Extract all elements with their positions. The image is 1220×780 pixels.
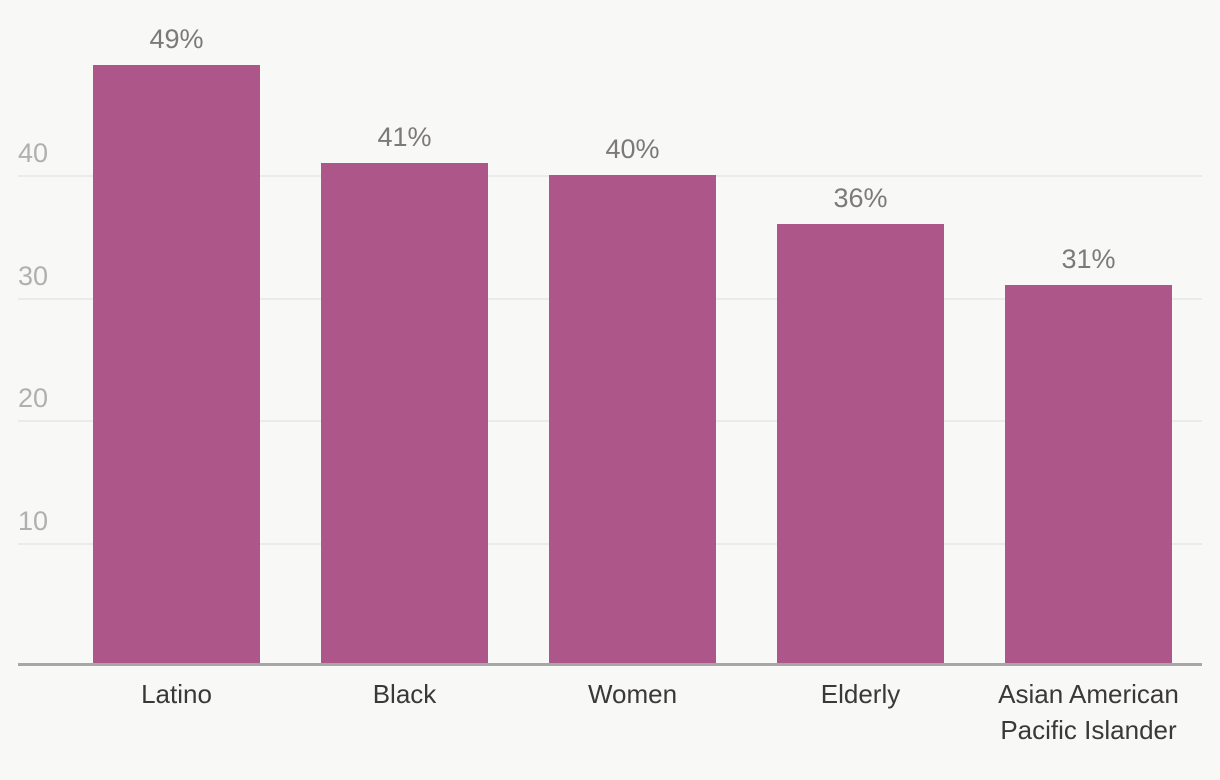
x-axis-label: Women bbox=[587, 679, 678, 709]
bar bbox=[321, 163, 488, 665]
x-axis-label: Asian American Pacific Islander bbox=[998, 679, 1179, 745]
y-axis-tick-label: 30 bbox=[18, 261, 49, 291]
bar bbox=[549, 175, 716, 665]
y-axis-tick-label: 20 bbox=[18, 383, 49, 413]
x-axis-label: Black bbox=[372, 679, 437, 709]
x-axis-line bbox=[18, 663, 1202, 666]
y-axis-tick-label: 10 bbox=[18, 506, 49, 536]
bar-value-label: 31% bbox=[1061, 244, 1116, 274]
bar-value-label: 36% bbox=[833, 183, 888, 213]
bar-value-label: 41% bbox=[377, 122, 432, 152]
x-axis-label: Latino bbox=[141, 679, 212, 709]
bar bbox=[777, 224, 944, 665]
bar-value-label: 40% bbox=[605, 134, 660, 164]
bar bbox=[1005, 285, 1172, 665]
y-axis-tick-label: 40 bbox=[18, 138, 49, 168]
bar bbox=[93, 65, 260, 665]
x-axis-label: Elderly bbox=[820, 679, 901, 709]
bar-value-label: 49% bbox=[149, 24, 204, 54]
